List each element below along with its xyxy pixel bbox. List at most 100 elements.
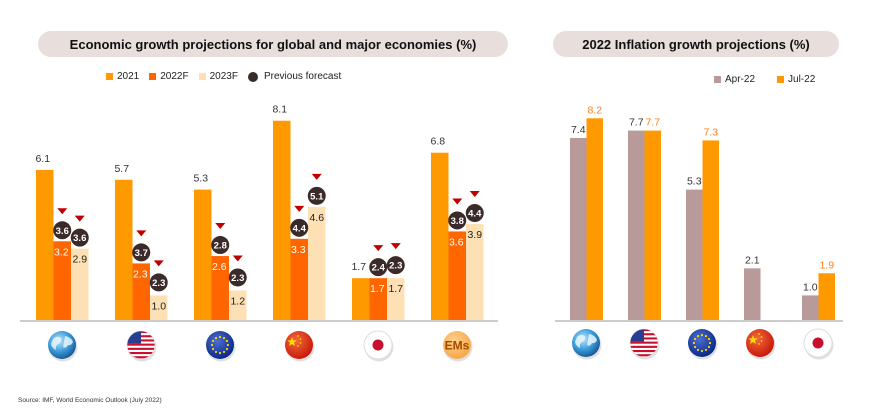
china-flag-small-star bbox=[760, 340, 763, 342]
legend-item-previous-forecast: Previous forecast bbox=[247, 71, 342, 82]
legend-item-2022f: 2022F bbox=[149, 71, 189, 82]
eu-flag-star bbox=[211, 339, 215, 343]
legend-item-apr22: Apr-22 bbox=[714, 74, 755, 85]
inflation-chart-title-text: 2022 Inflation growth projections (%) bbox=[582, 36, 810, 52]
bar-growth-japan-2023f bbox=[387, 278, 405, 320]
eu-flag-star bbox=[226, 343, 230, 347]
label-growth-ems-2022f: 3.6 bbox=[449, 236, 464, 248]
icon-inflation-japan bbox=[803, 328, 834, 360]
eu-flag-star bbox=[704, 348, 708, 352]
us-flag-stripe bbox=[630, 341, 658, 344]
previous-forecast-dot bbox=[132, 243, 151, 262]
previous-forecast-dot bbox=[70, 228, 89, 247]
us-flag-stripe bbox=[127, 352, 155, 355]
growth-chart-title: Economic growth projections for global a… bbox=[38, 31, 508, 57]
down-arrow-icon bbox=[452, 198, 463, 205]
previous-forecast-ems-2023f: 4.4 bbox=[465, 191, 484, 223]
bar-growth-china-2021 bbox=[273, 120, 291, 321]
label-growth-ems-2021: 6.8 bbox=[430, 136, 445, 148]
growth-chart-title-text: Economic growth projections for global a… bbox=[69, 36, 477, 52]
globe-continent bbox=[587, 334, 597, 346]
label-inflation-eu-apr-22: 5.3 bbox=[687, 176, 702, 188]
label-growth-japan-2023f: 1.7 bbox=[388, 283, 403, 295]
bar-inflation-us-jul-22 bbox=[644, 130, 661, 320]
eu-flag-body bbox=[688, 329, 716, 357]
previous-forecast-value: 4.4 bbox=[293, 223, 307, 234]
previous-forecast-ems-2022f: 3.8 bbox=[448, 198, 467, 230]
legend-label-2023f: 2023F bbox=[209, 71, 238, 82]
label-growth-china-2023f: 4.6 bbox=[309, 212, 324, 224]
previous-forecast-value: 3.6 bbox=[73, 233, 86, 244]
legend-swatch-2021 bbox=[106, 73, 113, 80]
china-flag-small-star bbox=[758, 343, 760, 345]
bar-growth-global-2023f bbox=[71, 248, 89, 320]
legend-label-2021: 2021 bbox=[117, 71, 140, 82]
eu-flag-star bbox=[700, 333, 704, 337]
previous-forecast-dot bbox=[369, 258, 388, 277]
ems-badge-body bbox=[443, 331, 471, 359]
growth-legend: 2021 2022F 2023F Previous forecast bbox=[106, 71, 351, 82]
inflation-legend: Apr-22 Jul-22 bbox=[714, 74, 825, 85]
label-inflation-japan-apr-22: 1.0 bbox=[803, 281, 818, 293]
bar-growth-eu-2022f bbox=[211, 256, 229, 320]
previous-forecast-us-2022f: 3.7 bbox=[132, 230, 151, 262]
label-inflation-global-jul-22: 8.2 bbox=[587, 104, 602, 116]
bar-growth-ems-2021 bbox=[431, 152, 449, 320]
globe-continent bbox=[51, 336, 62, 350]
previous-forecast-eu-2023f: 2.3 bbox=[228, 255, 247, 287]
previous-forecast-dot bbox=[53, 221, 72, 240]
previous-forecast-dot bbox=[228, 268, 247, 287]
legend-label-2022f: 2022F bbox=[160, 71, 189, 82]
legend-label-apr22: Apr-22 bbox=[725, 74, 756, 85]
label-inflation-japan-jul-22: 1.9 bbox=[819, 259, 834, 271]
icon-inflation-us bbox=[629, 328, 660, 360]
china-flag-body bbox=[285, 331, 313, 359]
previous-forecast-global-2023f: 3.6 bbox=[70, 215, 89, 247]
eu-flag-star bbox=[225, 347, 229, 351]
label-inflation-china-apr-22: 2.1 bbox=[745, 254, 760, 266]
icon-growth-global bbox=[48, 331, 78, 362]
label-inflation-global-apr-22: 7.4 bbox=[571, 124, 586, 136]
previous-forecast-dot bbox=[465, 204, 484, 223]
us-flag-stripe bbox=[127, 347, 155, 350]
china-flag-small-star bbox=[760, 336, 763, 338]
bar-growth-us-2023f bbox=[150, 295, 168, 320]
label-growth-global-2022f: 3.2 bbox=[54, 246, 69, 258]
globe-continent bbox=[63, 336, 73, 348]
eu-flag-star bbox=[218, 335, 222, 339]
china-flag-small-star bbox=[299, 342, 302, 344]
us-flag-stripe bbox=[127, 356, 155, 359]
bar-inflation-global-jul-22 bbox=[586, 118, 603, 320]
down-arrow-icon bbox=[390, 243, 401, 250]
previous-forecast-dot bbox=[386, 256, 405, 275]
legend-label-previous-forecast: Previous forecast bbox=[263, 71, 342, 82]
legend-item-jul22: Jul-22 bbox=[777, 74, 815, 85]
globe-continent bbox=[575, 334, 586, 348]
previous-forecast-value: 2.3 bbox=[231, 273, 244, 284]
label-growth-us-2021: 5.7 bbox=[114, 163, 129, 175]
label-growth-eu-2023f: 1.2 bbox=[230, 295, 245, 307]
bar-growth-us-2022f bbox=[132, 263, 150, 320]
down-arrow-icon bbox=[373, 245, 384, 252]
eu-flag-star bbox=[708, 341, 712, 345]
eu-flag-star bbox=[210, 343, 214, 347]
japan-flag-sun bbox=[372, 339, 384, 351]
japan-flag-sun bbox=[812, 337, 824, 349]
down-arrow-icon bbox=[153, 260, 164, 267]
us-flag-border bbox=[629, 328, 659, 358]
eu-flag-star bbox=[707, 337, 711, 341]
previous-forecast-value: 3.7 bbox=[135, 248, 148, 259]
source-note: Source: IMF, World Economic Outlook (Jul… bbox=[18, 397, 162, 404]
legend-dot-previous-forecast bbox=[247, 71, 258, 82]
down-arrow-icon bbox=[215, 223, 226, 230]
bar-inflation-japan-jul-22 bbox=[818, 273, 835, 320]
bar-inflation-eu-jul-22 bbox=[702, 140, 719, 320]
eu-flag-star bbox=[692, 341, 696, 345]
bar-growth-eu-2023f bbox=[229, 290, 247, 320]
eu-flag-star bbox=[693, 345, 697, 349]
eu-flag-star bbox=[211, 347, 215, 351]
eu-flag-star bbox=[696, 348, 700, 352]
previous-forecast-china-2023f: 5.1 bbox=[307, 173, 326, 205]
china-flag-small-star bbox=[758, 333, 760, 335]
down-arrow-icon bbox=[74, 215, 85, 222]
